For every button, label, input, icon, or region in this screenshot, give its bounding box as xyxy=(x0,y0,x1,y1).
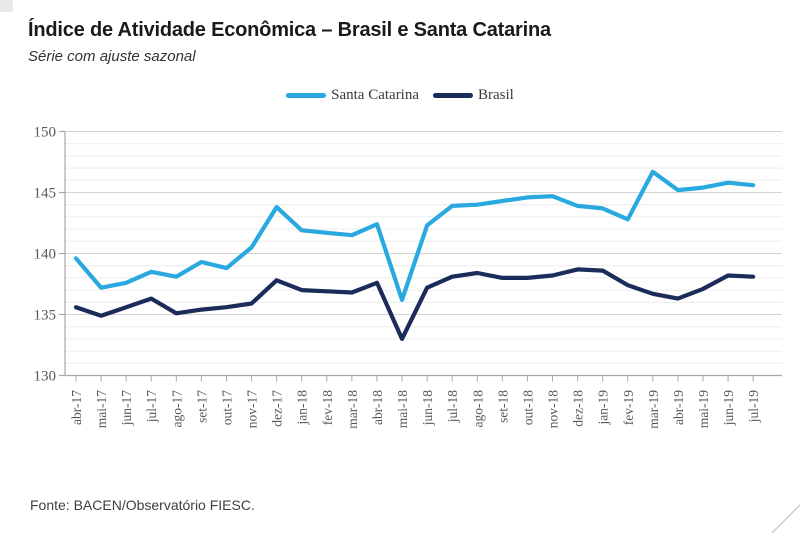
series-line-brasil xyxy=(73,267,756,341)
x-axis-tick-label: abr-18 xyxy=(370,390,385,425)
y-axis-tick-label: 130 xyxy=(34,369,57,385)
legend-label-brasil: Brasil xyxy=(478,87,514,103)
legend-item-santa-catarina: Santa Catarina xyxy=(286,87,419,104)
x-axis-tick-label: jul-18 xyxy=(445,390,460,423)
chart-title: Índice de Atividade Econômica – Brasil e… xyxy=(28,19,551,41)
x-axis-tick-label: mar-19 xyxy=(646,390,661,429)
brasil-line-swatch xyxy=(433,93,474,98)
x-axis-tick-label: jan-18 xyxy=(295,390,310,426)
santa-catarina-line-swatch xyxy=(286,93,327,98)
x-axis-tick-label: jun-17 xyxy=(119,390,134,426)
x-axis-tick-label: mai-18 xyxy=(395,390,410,428)
x-axis-tick-label: fev-19 xyxy=(621,390,636,425)
x-axis-tick-label: out-17 xyxy=(219,390,234,425)
x-axis-tick-label: jun-19 xyxy=(721,390,736,426)
y-axis-tick-label: 145 xyxy=(34,186,57,202)
corner-decoration xyxy=(0,0,13,12)
legend-item-brasil: Brasil xyxy=(433,87,514,104)
x-axis-tick-label: jan-19 xyxy=(596,390,611,426)
x-axis-tick-label: nov-17 xyxy=(245,390,260,428)
x-axis-tick-label: jul-17 xyxy=(144,390,159,423)
x-axis-tick-label: fev-18 xyxy=(320,390,335,425)
x-axis-tick-label: mai-19 xyxy=(696,390,711,428)
y-axis-tick-label: 150 xyxy=(34,125,57,141)
x-axis-tick-label: jun-18 xyxy=(420,390,435,426)
x-axis-tick-label: set-18 xyxy=(495,390,510,423)
x-axis-tick-label: ago-17 xyxy=(169,390,184,428)
series-line-santa-catarina xyxy=(73,169,756,302)
y-axis-tick-label: 135 xyxy=(34,308,57,324)
x-axis-tick-label: dez-17 xyxy=(270,390,285,427)
x-axis-tick-label: ago-18 xyxy=(470,390,485,428)
legend: Santa Catarina Brasil xyxy=(0,87,800,104)
x-axis-tick-label: dez-18 xyxy=(571,390,586,427)
legend-label-santa-catarina: Santa Catarina xyxy=(331,87,420,103)
y-axis-tick-label: 140 xyxy=(34,247,57,263)
x-axis-tick-label: nov-18 xyxy=(546,390,561,428)
chart-subtitle: Série com ajuste sazonal xyxy=(28,48,196,65)
x-axis-tick-label: set-17 xyxy=(194,390,209,423)
source-note: Fonte: BACEN/Observatório FIESC. xyxy=(30,497,255,513)
x-axis-tick-label: jul-19 xyxy=(746,390,761,423)
x-axis-tick-label: mai-17 xyxy=(94,390,109,428)
x-axis-tick-label: out-18 xyxy=(520,390,535,425)
x-axis-tick-label: abr-17 xyxy=(69,390,84,425)
x-axis-tick-label: mar-18 xyxy=(345,390,360,429)
x-axis-tick-label: abr-19 xyxy=(671,390,686,425)
